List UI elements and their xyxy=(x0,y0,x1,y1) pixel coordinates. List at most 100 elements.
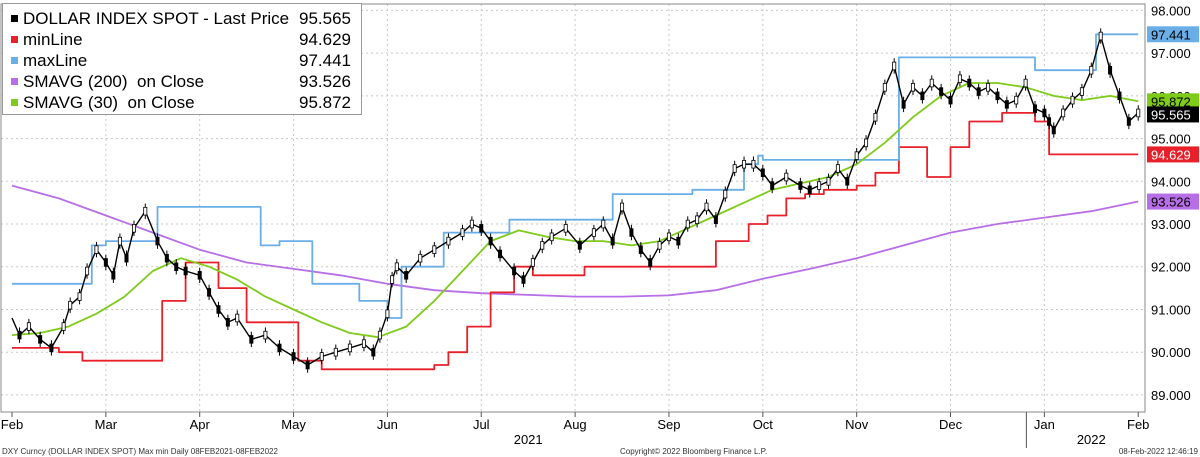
price-candle xyxy=(225,318,230,327)
price-candle xyxy=(784,172,789,182)
price-candle xyxy=(540,241,545,250)
price-candle xyxy=(835,164,840,173)
price-candle xyxy=(1061,108,1066,118)
legend-entry-price: DOLLAR INDEX SPOT - Last Price 95.565 xyxy=(11,8,357,29)
price-candle xyxy=(864,138,869,148)
price-candle xyxy=(460,228,465,237)
price-candle xyxy=(648,258,653,267)
series-layer xyxy=(11,28,1141,373)
price-candle xyxy=(901,100,906,109)
price-candle xyxy=(446,236,451,246)
x-tick-label: May xyxy=(281,417,306,432)
x-tick-label: Jan xyxy=(1034,417,1055,432)
price-candle xyxy=(347,343,352,353)
price-candle xyxy=(713,215,718,224)
price-candle xyxy=(1047,117,1052,126)
price-candle xyxy=(760,168,765,177)
price-candle xyxy=(1004,100,1009,109)
price-candle xyxy=(488,236,493,246)
price-candle xyxy=(103,258,108,267)
legend-label-sma30: SMAVG (30) on Close xyxy=(23,93,195,112)
price-candle xyxy=(638,245,643,254)
price-candle xyxy=(620,202,625,212)
price-candle xyxy=(704,202,709,212)
price-candle xyxy=(390,275,395,284)
price-candle xyxy=(948,95,953,105)
price-candle xyxy=(807,185,812,195)
price-candle xyxy=(404,271,409,280)
price-candle xyxy=(249,335,254,344)
axes: 89.000 90.000 91.000 92.000 93.000 94.000 95.0… xyxy=(0,3,1191,448)
legend-entry-minline: minLine 94.629 xyxy=(11,29,357,50)
price-candle xyxy=(882,83,887,92)
legend-swatch-minline xyxy=(11,36,18,43)
x-tick-label: Sep xyxy=(657,417,680,432)
price-candle xyxy=(155,236,160,246)
price-candle xyxy=(94,245,99,254)
price-candle xyxy=(1023,78,1028,88)
price-candle xyxy=(1108,65,1113,75)
price-candle xyxy=(976,87,981,96)
x-tick-label: Mar xyxy=(95,417,118,432)
legend-label-sma200: SMAVG (200) on Close xyxy=(23,72,205,91)
price-candle xyxy=(685,219,690,229)
price-candle xyxy=(995,91,1000,101)
price-candle xyxy=(111,271,116,280)
price-candle xyxy=(49,343,54,353)
x-tick-label: Nov xyxy=(845,417,869,432)
x-tick-label: Aug xyxy=(564,417,587,432)
series-line-2 xyxy=(12,33,1139,319)
price-candle xyxy=(1070,95,1075,105)
price-candle xyxy=(521,275,526,284)
price-candle xyxy=(263,330,268,340)
price-candle xyxy=(77,292,82,301)
price-candle xyxy=(132,224,137,233)
price-candle xyxy=(479,224,484,233)
legend-label-minline: minLine xyxy=(23,30,83,49)
price-candle xyxy=(563,224,568,233)
legend-label-price: DOLLAR INDEX SPOT - Last Price xyxy=(23,9,290,28)
value-tag-text: 93.526 xyxy=(1151,195,1191,210)
price-candle xyxy=(1089,65,1094,75)
footer-copyright: Copyright© 2022 Bloomberg Finance L.P. xyxy=(620,447,768,456)
plot-frame xyxy=(0,3,1146,413)
price-candle xyxy=(174,262,179,271)
legend-value-sma200: 93.526 xyxy=(299,72,351,91)
price-candle xyxy=(394,262,399,271)
y-tick-label: 90.000 xyxy=(1151,345,1191,360)
price-candle xyxy=(207,288,212,297)
y-tick-label: 92.000 xyxy=(1151,260,1191,275)
y-tick-label: 95.000 xyxy=(1151,132,1191,147)
price-candle xyxy=(873,112,878,122)
footer-source: DXY Curncy (DOLLAR INDEX SPOT) Max min D… xyxy=(2,447,278,456)
price-candle xyxy=(854,151,859,160)
price-candle xyxy=(361,339,366,348)
price-candle xyxy=(38,335,43,344)
series-line-3 xyxy=(11,184,1139,298)
price-candle xyxy=(143,206,148,216)
price-candle xyxy=(577,241,582,250)
price-candle xyxy=(798,181,803,190)
price-candle xyxy=(291,352,296,361)
year-label: 2021 xyxy=(514,432,543,447)
price-candle xyxy=(319,352,324,361)
price-candle xyxy=(385,309,390,318)
price-candle xyxy=(17,330,22,340)
year-label: 2022 xyxy=(1077,432,1106,447)
price-candle xyxy=(629,228,634,237)
price-candle xyxy=(892,61,897,71)
price-candle xyxy=(549,232,554,242)
price-candle xyxy=(910,83,915,92)
value-tag-bg xyxy=(1147,146,1199,163)
price-candle xyxy=(117,236,122,246)
price-candle xyxy=(333,347,338,357)
price-candle xyxy=(742,159,747,169)
price-candle xyxy=(469,219,474,229)
legend: DOLLAR INDEX SPOT - Last Price 95.565 mi… xyxy=(2,3,362,115)
price-candle xyxy=(610,236,615,246)
price-candle xyxy=(26,322,31,331)
price-candle xyxy=(676,236,681,246)
price-candle xyxy=(235,313,240,323)
value-tag-bg xyxy=(1147,193,1199,210)
